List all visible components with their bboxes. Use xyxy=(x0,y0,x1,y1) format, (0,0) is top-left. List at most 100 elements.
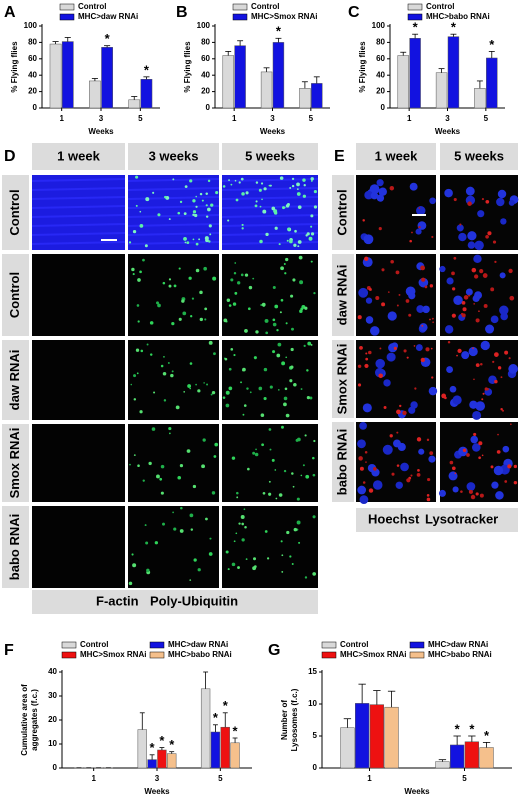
x-tick-label: 5 xyxy=(484,114,489,123)
signal-dot xyxy=(206,383,209,386)
signal-dot xyxy=(364,450,368,454)
signal-dot xyxy=(133,454,136,456)
signal-dot xyxy=(453,256,457,260)
bar xyxy=(479,747,494,769)
signal-dot xyxy=(456,354,458,357)
bar xyxy=(222,55,234,109)
signal-dot xyxy=(277,342,282,347)
signal-dot xyxy=(290,347,294,352)
signal-dot xyxy=(204,318,207,321)
error-bar xyxy=(468,735,476,742)
signal-dot xyxy=(132,563,137,568)
signal-dot xyxy=(312,473,316,477)
signal-dot xyxy=(190,528,194,531)
signal-dot xyxy=(198,238,201,241)
column-header-bg xyxy=(440,143,518,170)
bar xyxy=(272,42,285,109)
signal-dot xyxy=(296,497,300,501)
legend-label: Control xyxy=(78,2,106,11)
signal-dot xyxy=(160,364,164,368)
fiber xyxy=(221,196,319,200)
signal-dot xyxy=(291,563,294,566)
signal-dot xyxy=(481,197,484,201)
signal-dot xyxy=(305,474,310,479)
signal-dot xyxy=(408,313,412,317)
legend-label: MHC>daw RNAi xyxy=(78,12,138,21)
signal-dot xyxy=(211,390,216,395)
bar xyxy=(167,753,177,769)
signal-dot xyxy=(237,281,241,285)
signal-dot xyxy=(444,188,453,198)
signal-dot xyxy=(222,396,226,399)
signal-dot xyxy=(208,340,213,345)
signal-dot xyxy=(429,284,434,288)
fiber xyxy=(31,232,126,236)
signal-dot xyxy=(280,425,284,429)
signal-dot xyxy=(473,303,475,305)
signal-dot xyxy=(240,177,244,181)
signal-dot xyxy=(306,369,309,372)
column-header: 1 week xyxy=(375,148,418,163)
signal-dot xyxy=(451,466,456,471)
signal-dot xyxy=(362,481,366,484)
signal-dot xyxy=(211,491,216,495)
signal-dot xyxy=(296,520,301,525)
signal-dot xyxy=(282,206,285,210)
signal-dot xyxy=(243,404,247,407)
signal-dot xyxy=(210,393,213,396)
significance-marker: * xyxy=(455,721,461,736)
signal-dot xyxy=(375,295,380,300)
signal-dot xyxy=(416,305,425,313)
error-bar xyxy=(143,76,150,80)
signal-dot xyxy=(508,268,513,274)
micrograph xyxy=(222,506,318,588)
column-header: 5 weeks xyxy=(454,148,504,163)
signal-dot xyxy=(490,465,494,469)
signal-dot xyxy=(414,387,417,390)
signal-dot xyxy=(472,347,474,350)
signal-dot xyxy=(189,579,192,581)
error-bar xyxy=(301,81,308,89)
micrograph xyxy=(222,254,318,336)
signal-dot xyxy=(163,399,167,402)
error-bar xyxy=(488,51,495,58)
signal-dot xyxy=(135,348,140,352)
signal-dot xyxy=(247,467,250,471)
signal-dot xyxy=(473,432,477,436)
signal-dot xyxy=(460,490,463,493)
signal-dot xyxy=(241,227,244,230)
signal-dot xyxy=(272,322,277,327)
signal-dot xyxy=(405,299,410,303)
signal-dot xyxy=(381,302,386,307)
y-axis-label: % Flying flies xyxy=(10,41,19,93)
signal-dot xyxy=(312,515,316,519)
signal-dot xyxy=(167,361,170,364)
row-label: babo RNAi xyxy=(7,514,22,580)
signal-dot xyxy=(230,348,234,351)
signal-dot xyxy=(368,488,374,493)
signal-dot xyxy=(420,357,425,363)
legend-swatch xyxy=(409,641,425,649)
error-bar xyxy=(139,712,145,730)
signal-dot xyxy=(363,234,374,245)
signal-dot xyxy=(362,403,372,413)
signal-dot xyxy=(178,267,181,270)
signal-dot xyxy=(157,303,161,308)
legend-swatch xyxy=(61,651,77,659)
signal-dot xyxy=(473,254,482,264)
signal-dot xyxy=(395,270,400,275)
x-tick-label: 1 xyxy=(59,114,64,123)
significance-marker: * xyxy=(413,20,419,35)
signal-dot xyxy=(472,443,481,452)
signal-dot xyxy=(205,215,209,218)
legend-swatch xyxy=(407,13,423,21)
signal-dot xyxy=(240,273,244,277)
signal-dot xyxy=(408,406,416,414)
signal-dot xyxy=(281,571,284,573)
column-header: 1 week xyxy=(57,148,100,163)
signal-dot xyxy=(139,270,142,274)
legend-swatch xyxy=(321,641,337,649)
signal-dot xyxy=(478,310,480,312)
signal-dot xyxy=(264,530,268,533)
signal-dot xyxy=(274,304,279,309)
